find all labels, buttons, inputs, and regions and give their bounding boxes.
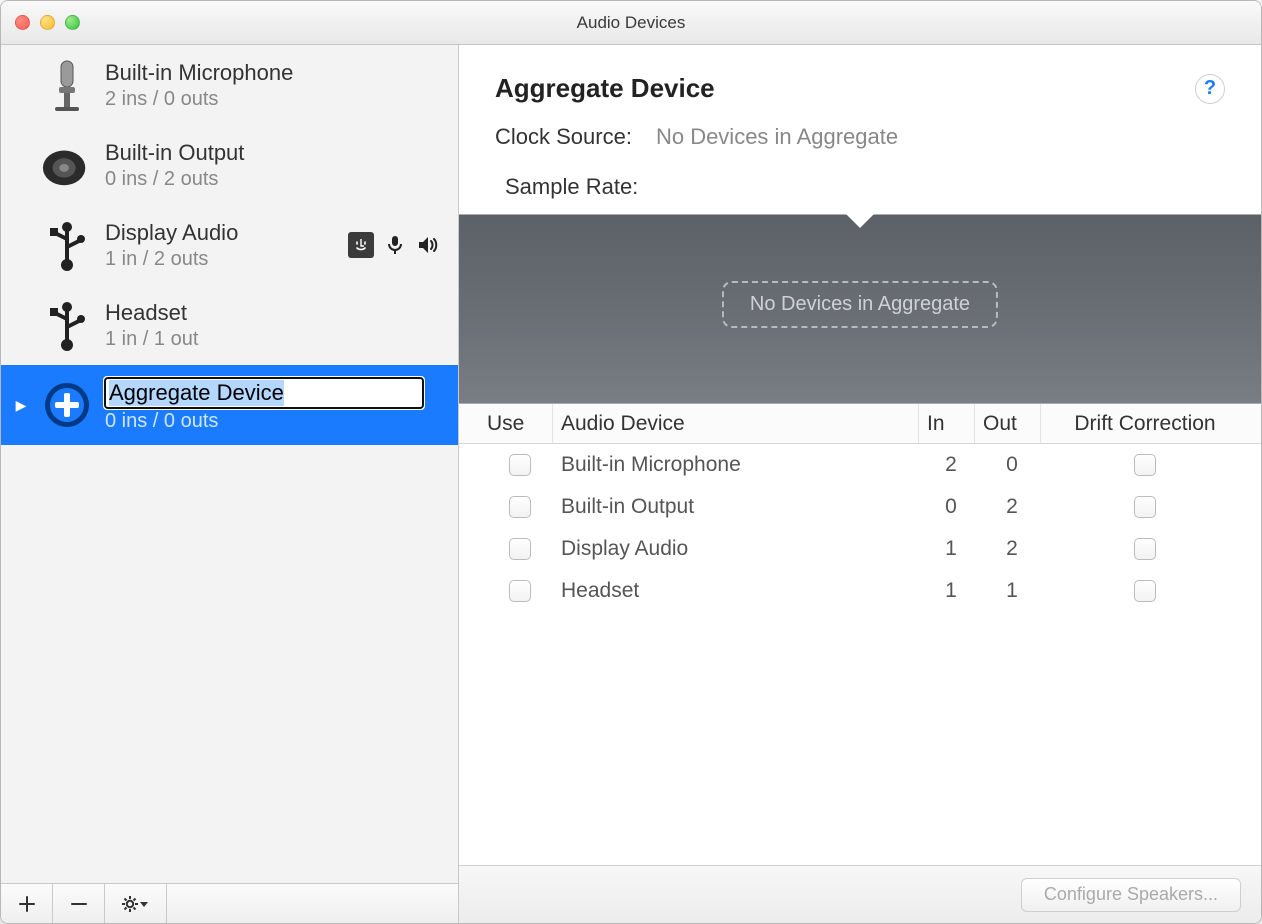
drift-checkbox[interactable] <box>1134 538 1156 560</box>
row-out: 2 <box>975 495 1041 519</box>
device-badges <box>348 232 448 258</box>
aggregate-plus-icon <box>41 377 93 433</box>
device-io: 1 in / 2 outs <box>105 248 336 271</box>
usb-icon <box>41 217 93 273</box>
col-out[interactable]: Out <box>975 404 1041 443</box>
zoom-button[interactable] <box>65 15 80 30</box>
drift-checkbox[interactable] <box>1134 580 1156 602</box>
device-item-selected[interactable]: ▶ 0 ins / 0 outs <box>1 365 458 445</box>
device-item[interactable]: Built-in Output 0 ins / 2 outs <box>1 125 458 205</box>
audio-devices-window: Audio Devices Built-in Microphone 2 ins … <box>0 0 1262 924</box>
row-out: 2 <box>975 537 1041 561</box>
sidebar-footer <box>1 883 458 923</box>
device-io: 2 ins / 0 outs <box>105 88 448 111</box>
use-checkbox[interactable] <box>509 454 531 476</box>
device-io: 0 ins / 0 outs <box>105 410 448 433</box>
col-device[interactable]: Audio Device <box>553 404 919 443</box>
drift-checkbox[interactable] <box>1134 496 1156 518</box>
graph-empty-label: No Devices in Aggregate <box>722 281 998 328</box>
row-device: Headset <box>553 579 919 603</box>
add-device-button[interactable] <box>1 884 53 923</box>
disclosure-triangle-icon[interactable]: ▶ <box>13 397 29 414</box>
device-item[interactable]: Built-in Microphone 2 ins / 0 outs <box>1 45 458 125</box>
main-panel: Aggregate Device ? Clock Source: No Devi… <box>459 45 1261 923</box>
configure-speakers-button[interactable]: Configure Speakers... <box>1021 878 1241 912</box>
device-name-input[interactable] <box>105 378 423 408</box>
titlebar: Audio Devices <box>1 1 1261 45</box>
sample-rate-label: Sample Rate: <box>505 174 638 200</box>
help-button[interactable]: ? <box>1195 74 1225 104</box>
table-header: Use Audio Device In Out Drift Correction <box>459 404 1261 444</box>
remove-device-button[interactable] <box>53 884 105 923</box>
device-io: 0 ins / 2 outs <box>105 168 448 191</box>
row-device: Built-in Output <box>553 495 919 519</box>
mic-badge-icon <box>382 232 408 258</box>
aggregate-graph: No Devices in Aggregate <box>459 214 1261 404</box>
row-in: 1 <box>919 537 975 561</box>
main-header: Aggregate Device ? Clock Source: No Devi… <box>459 45 1261 214</box>
row-in: 0 <box>919 495 975 519</box>
row-in: 2 <box>919 453 975 477</box>
table-row[interactable]: Headset 1 1 <box>459 570 1261 612</box>
clock-source-label: Clock Source: <box>495 124 632 150</box>
col-drift[interactable]: Drift Correction <box>1041 404 1241 443</box>
device-item[interactable]: Display Audio 1 in / 2 outs <box>1 205 458 285</box>
use-checkbox[interactable] <box>509 538 531 560</box>
graph-notch-icon <box>846 214 874 228</box>
use-checkbox[interactable] <box>509 580 531 602</box>
clock-source-row: Clock Source: No Devices in Aggregate <box>495 124 1225 150</box>
close-button[interactable] <box>15 15 30 30</box>
sample-rate-row: Sample Rate: <box>495 174 1225 200</box>
device-list: Built-in Microphone 2 ins / 0 outs Built… <box>1 45 458 883</box>
window-title: Audio Devices <box>1 13 1261 33</box>
speaker-icon <box>41 137 93 193</box>
row-in: 1 <box>919 579 975 603</box>
finder-icon <box>348 232 374 258</box>
use-checkbox[interactable] <box>509 496 531 518</box>
speaker-badge-icon <box>416 232 442 258</box>
row-device: Display Audio <box>553 537 919 561</box>
device-name: Headset <box>105 300 448 326</box>
device-name: Display Audio <box>105 220 336 246</box>
device-name: Built-in Microphone <box>105 60 448 86</box>
row-out: 1 <box>975 579 1041 603</box>
bottom-bar: Configure Speakers... <box>459 865 1261 923</box>
table-row[interactable]: Display Audio 1 2 <box>459 528 1261 570</box>
device-sidebar: Built-in Microphone 2 ins / 0 outs Built… <box>1 45 459 923</box>
device-io: 1 in / 1 out <box>105 328 448 351</box>
col-in[interactable]: In <box>919 404 975 443</box>
clock-source-value: No Devices in Aggregate <box>656 124 898 150</box>
device-item[interactable]: Headset 1 in / 1 out <box>1 285 458 365</box>
action-menu-button[interactable] <box>105 884 167 923</box>
page-title: Aggregate Device <box>495 73 1195 104</box>
usb-icon <box>41 297 93 353</box>
table-row[interactable]: Built-in Output 0 2 <box>459 486 1261 528</box>
row-device: Built-in Microphone <box>553 453 919 477</box>
drift-checkbox[interactable] <box>1134 454 1156 476</box>
subdevices-table: Use Audio Device In Out Drift Correction… <box>459 404 1261 865</box>
row-out: 0 <box>975 453 1041 477</box>
device-name: Built-in Output <box>105 140 448 166</box>
table-row[interactable]: Built-in Microphone 2 0 <box>459 444 1261 486</box>
col-use[interactable]: Use <box>479 404 553 443</box>
traffic-lights <box>1 15 80 30</box>
microphone-icon <box>41 57 93 113</box>
minimize-button[interactable] <box>40 15 55 30</box>
